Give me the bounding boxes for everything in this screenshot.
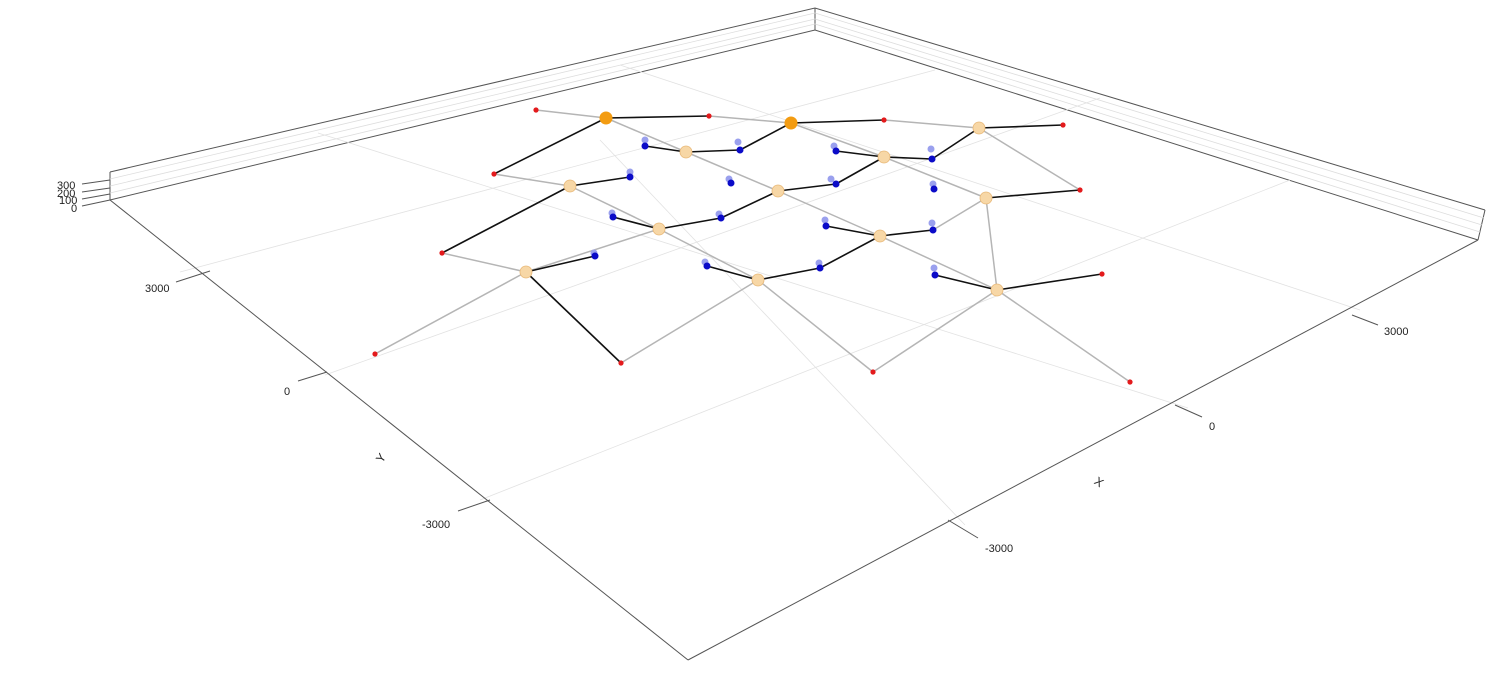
highlighted-nodes [599,111,798,130]
z-tick-label-100: 100 [59,195,77,207]
back-wall-gridlines [109,12,1485,233]
floor-outline [109,199,1479,661]
x-tick-label-3000: 3000 [1384,326,1408,338]
floor-gridlines [179,64,1361,526]
support-points [372,107,1133,385]
y-tick-label-3000: 3000 [145,283,169,295]
edges-light [374,109,1131,383]
y-axis-title: Y [373,451,389,466]
z-tick-label-200: 200 [57,188,75,200]
axis-ticks [81,179,1379,539]
free-nodes [519,121,1004,297]
z-tick-label-300: 300 [57,180,75,192]
x-tick-label-neg3000: -3000 [985,543,1013,555]
x-tick-label-0: 0 [1209,421,1215,433]
y-tick-label-neg3000: -3000 [422,519,450,531]
cable-points-dark [591,142,939,279]
x-axis-title: X [1092,474,1107,490]
z-tick-label-0: 0 [71,203,77,215]
edges-dark [441,115,1103,364]
y-tick-label-0: 0 [284,386,290,398]
